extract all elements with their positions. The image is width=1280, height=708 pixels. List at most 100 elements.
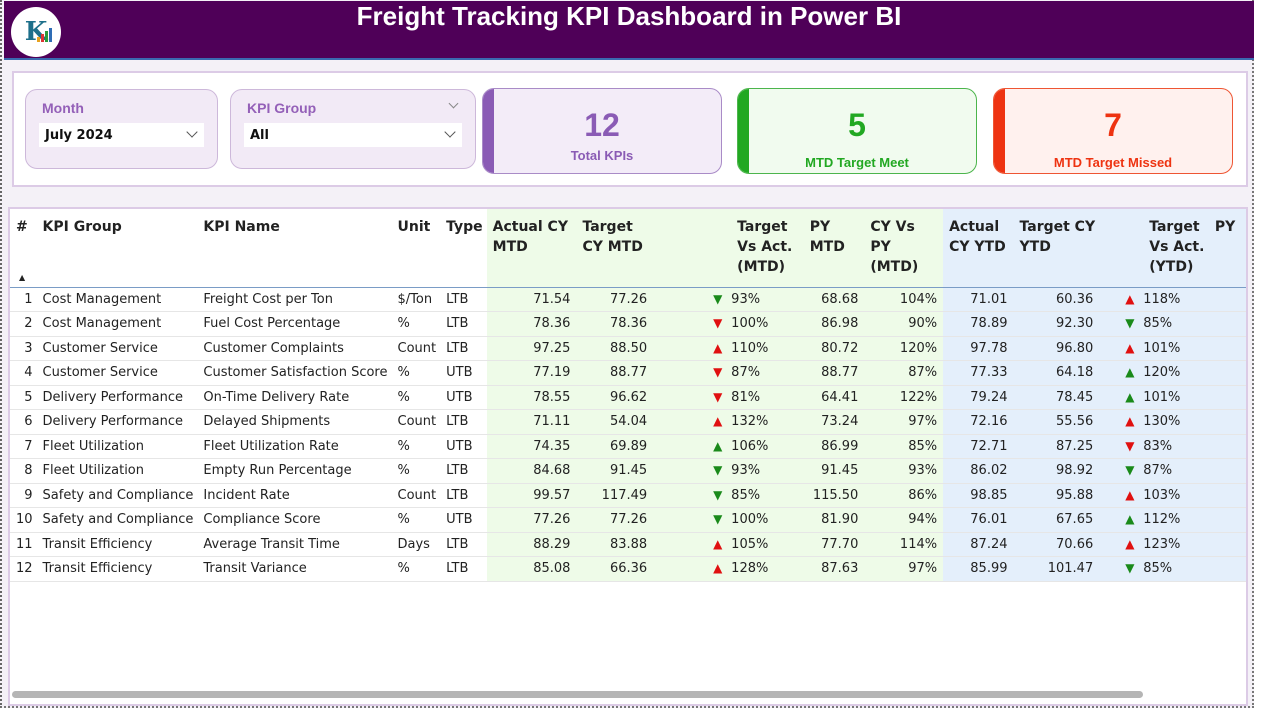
report-canvas: K Freight Tracking KPI Dashboard in Powe… <box>0 0 1254 708</box>
table-row[interactable]: 5 Delivery Performance On-Time Delivery Ra… <box>10 385 1246 410</box>
column-header[interactable]: Target CY YTD <box>1013 209 1100 288</box>
column-header[interactable]: PY MTD <box>803 209 865 288</box>
column-header[interactable]: Target Vs Act. (MTD) <box>653 209 804 288</box>
cell-value: 94% <box>908 512 938 528</box>
table-cell: 88.29 <box>486 532 577 557</box>
table-row[interactable]: 1 Cost Management Freight Cost per Ton $/To… <box>10 287 1246 312</box>
table-cell: 71.01 <box>943 287 1014 312</box>
table-cell: Delivery Performance <box>36 385 198 410</box>
table-cell: Fleet Utilization Rate <box>197 434 392 459</box>
table-row[interactable]: 9 Safety and Compliance Incident Rate Count… <box>10 483 1246 508</box>
table-cell: 88.77 <box>576 360 654 386</box>
logo: K <box>11 7 61 57</box>
table-cell: Count <box>391 409 441 435</box>
cell-value: 87% <box>1143 463 1173 479</box>
arrow-down-icon: ▼ <box>713 512 723 527</box>
kpi-group-value: All <box>250 128 269 143</box>
cell-value: 80.72 <box>821 340 859 356</box>
cell-value: 105% <box>731 536 769 552</box>
table-row[interactable]: 4 Customer Service Customer Satisfaction S… <box>10 360 1246 386</box>
cell-value: 96.62 <box>609 389 648 405</box>
horizontal-scrollbar[interactable] <box>12 691 1143 698</box>
table-row[interactable]: 10 Safety and Compliance Compliance Score%… <box>10 507 1246 533</box>
cell-value: 11 <box>16 536 33 552</box>
table-cell: 101.47 <box>1013 556 1100 582</box>
cell-value: $/Ton <box>397 291 433 307</box>
sort-ascending-icon[interactable]: ▲ <box>19 273 26 282</box>
cell-value: 91.45 <box>821 463 859 479</box>
table-row[interactable]: 3 Customer Service Customer Complaints Coun… <box>10 336 1246 361</box>
cell-value: UTB <box>446 438 473 454</box>
column-header[interactable]: KPI Group <box>36 209 198 288</box>
table-row[interactable]: 12 Transit Efficiency Transit Variance% LTB… <box>10 556 1246 582</box>
table-cell: Average Transit Time <box>197 532 392 557</box>
table-cell: Transit Efficiency <box>36 532 198 557</box>
table-row[interactable]: 7 Fleet Utilization Fleet Utilization Rate… <box>10 434 1246 459</box>
table-cell: Fleet Utilization <box>36 458 198 484</box>
cell-value: 85.99 <box>970 561 1008 577</box>
cell-value: 9 <box>24 487 33 503</box>
table-cell: % <box>391 360 441 386</box>
table-cell: ▲ 101% <box>1099 336 1209 361</box>
table-cell: Delivery Performance <box>36 409 198 435</box>
table-cell: % <box>391 385 441 410</box>
table-cell: % <box>391 434 441 459</box>
column-header[interactable]: Actual CY MTD <box>486 209 577 288</box>
column-header[interactable]: Actual CY YTD <box>943 209 1014 288</box>
filter-panel: Month July 2024 KPI Group All 12 Total K… <box>12 71 1248 187</box>
page-title: Freight Tracking KPI Dashboard in Power … <box>356 1 902 31</box>
table-cell: 79.24 <box>943 385 1014 410</box>
chevron-down-icon[interactable] <box>448 98 459 109</box>
cell-value: 72.16 <box>970 414 1008 430</box>
table-cell: 78.89 <box>943 311 1014 337</box>
cell-value: LTB <box>446 340 469 356</box>
total-kpis-value: 12 <box>584 107 620 143</box>
table-cell: 86.98 <box>803 311 865 337</box>
table-cell: 97.78 <box>943 336 1014 361</box>
column-header[interactable]: # <box>10 209 37 288</box>
table-row[interactable]: 8 Fleet Utilization Empty Run Percentage% L… <box>10 458 1246 484</box>
cell-value: 112% <box>1143 512 1181 528</box>
cell-value: UTB <box>446 389 473 405</box>
cell-value: 117.49 <box>601 487 648 503</box>
cell-value: 78.36 <box>609 316 648 332</box>
table-cell: 72.16 <box>943 409 1014 435</box>
column-header[interactable]: KPI Name <box>197 209 392 288</box>
column-header[interactable]: CY Vs PY (MTD) <box>864 209 944 288</box>
table-cell: 120% <box>864 336 944 361</box>
table-row[interactable]: 11 Transit Efficiency Average Transit Time… <box>10 532 1246 557</box>
cell-value: Incident Rate <box>203 487 290 503</box>
table-cell: ▼ 87% <box>1099 458 1209 484</box>
cell-value: Delivery Performance <box>42 414 184 430</box>
cell-value: 93% <box>731 291 761 307</box>
cell-value: 98.85 <box>970 487 1008 503</box>
column-header[interactable]: Type <box>440 209 487 288</box>
table-row[interactable]: 6 Delivery Performance Delayed Shipments Co… <box>10 409 1246 435</box>
cell-value: 76.01 <box>970 512 1008 528</box>
column-header[interactable]: Unit <box>391 209 441 288</box>
cell-value: 77.26 <box>609 512 648 528</box>
column-header[interactable]: Target CY MTD <box>576 209 654 288</box>
cell-value: Transit Variance <box>203 561 307 577</box>
table-cell: Count <box>391 336 441 361</box>
table-cell: 73.24 <box>803 409 865 435</box>
arrow-down-icon: ▼ <box>1125 316 1135 331</box>
table-cell: 83.88 <box>576 532 654 557</box>
table-cell: 10 <box>10 507 37 533</box>
column-header[interactable]: Target Vs Act. (YTD) <box>1099 209 1209 288</box>
table-cell: ▲ 112% <box>1099 507 1209 533</box>
table-cell <box>1208 360 1246 386</box>
table-cell: 78.36 <box>576 311 654 337</box>
arrow-up-icon: ▲ <box>1125 365 1135 380</box>
cell-value: 120% <box>899 340 938 356</box>
arrow-up-icon: ▲ <box>1125 487 1135 502</box>
kpi-group-dropdown[interactable]: All <box>244 123 462 147</box>
table-cell: 77.26 <box>576 507 654 533</box>
bar-chart-icon <box>37 28 52 42</box>
card-accent <box>738 89 749 173</box>
table-cell: 117.49 <box>576 483 654 508</box>
table-row[interactable]: 2 Cost Management Fuel Cost Percentage% LTB… <box>10 311 1246 337</box>
month-dropdown[interactable]: July 2024 <box>39 123 204 147</box>
column-header[interactable]: PY <box>1208 209 1246 288</box>
table-cell <box>1208 409 1246 435</box>
